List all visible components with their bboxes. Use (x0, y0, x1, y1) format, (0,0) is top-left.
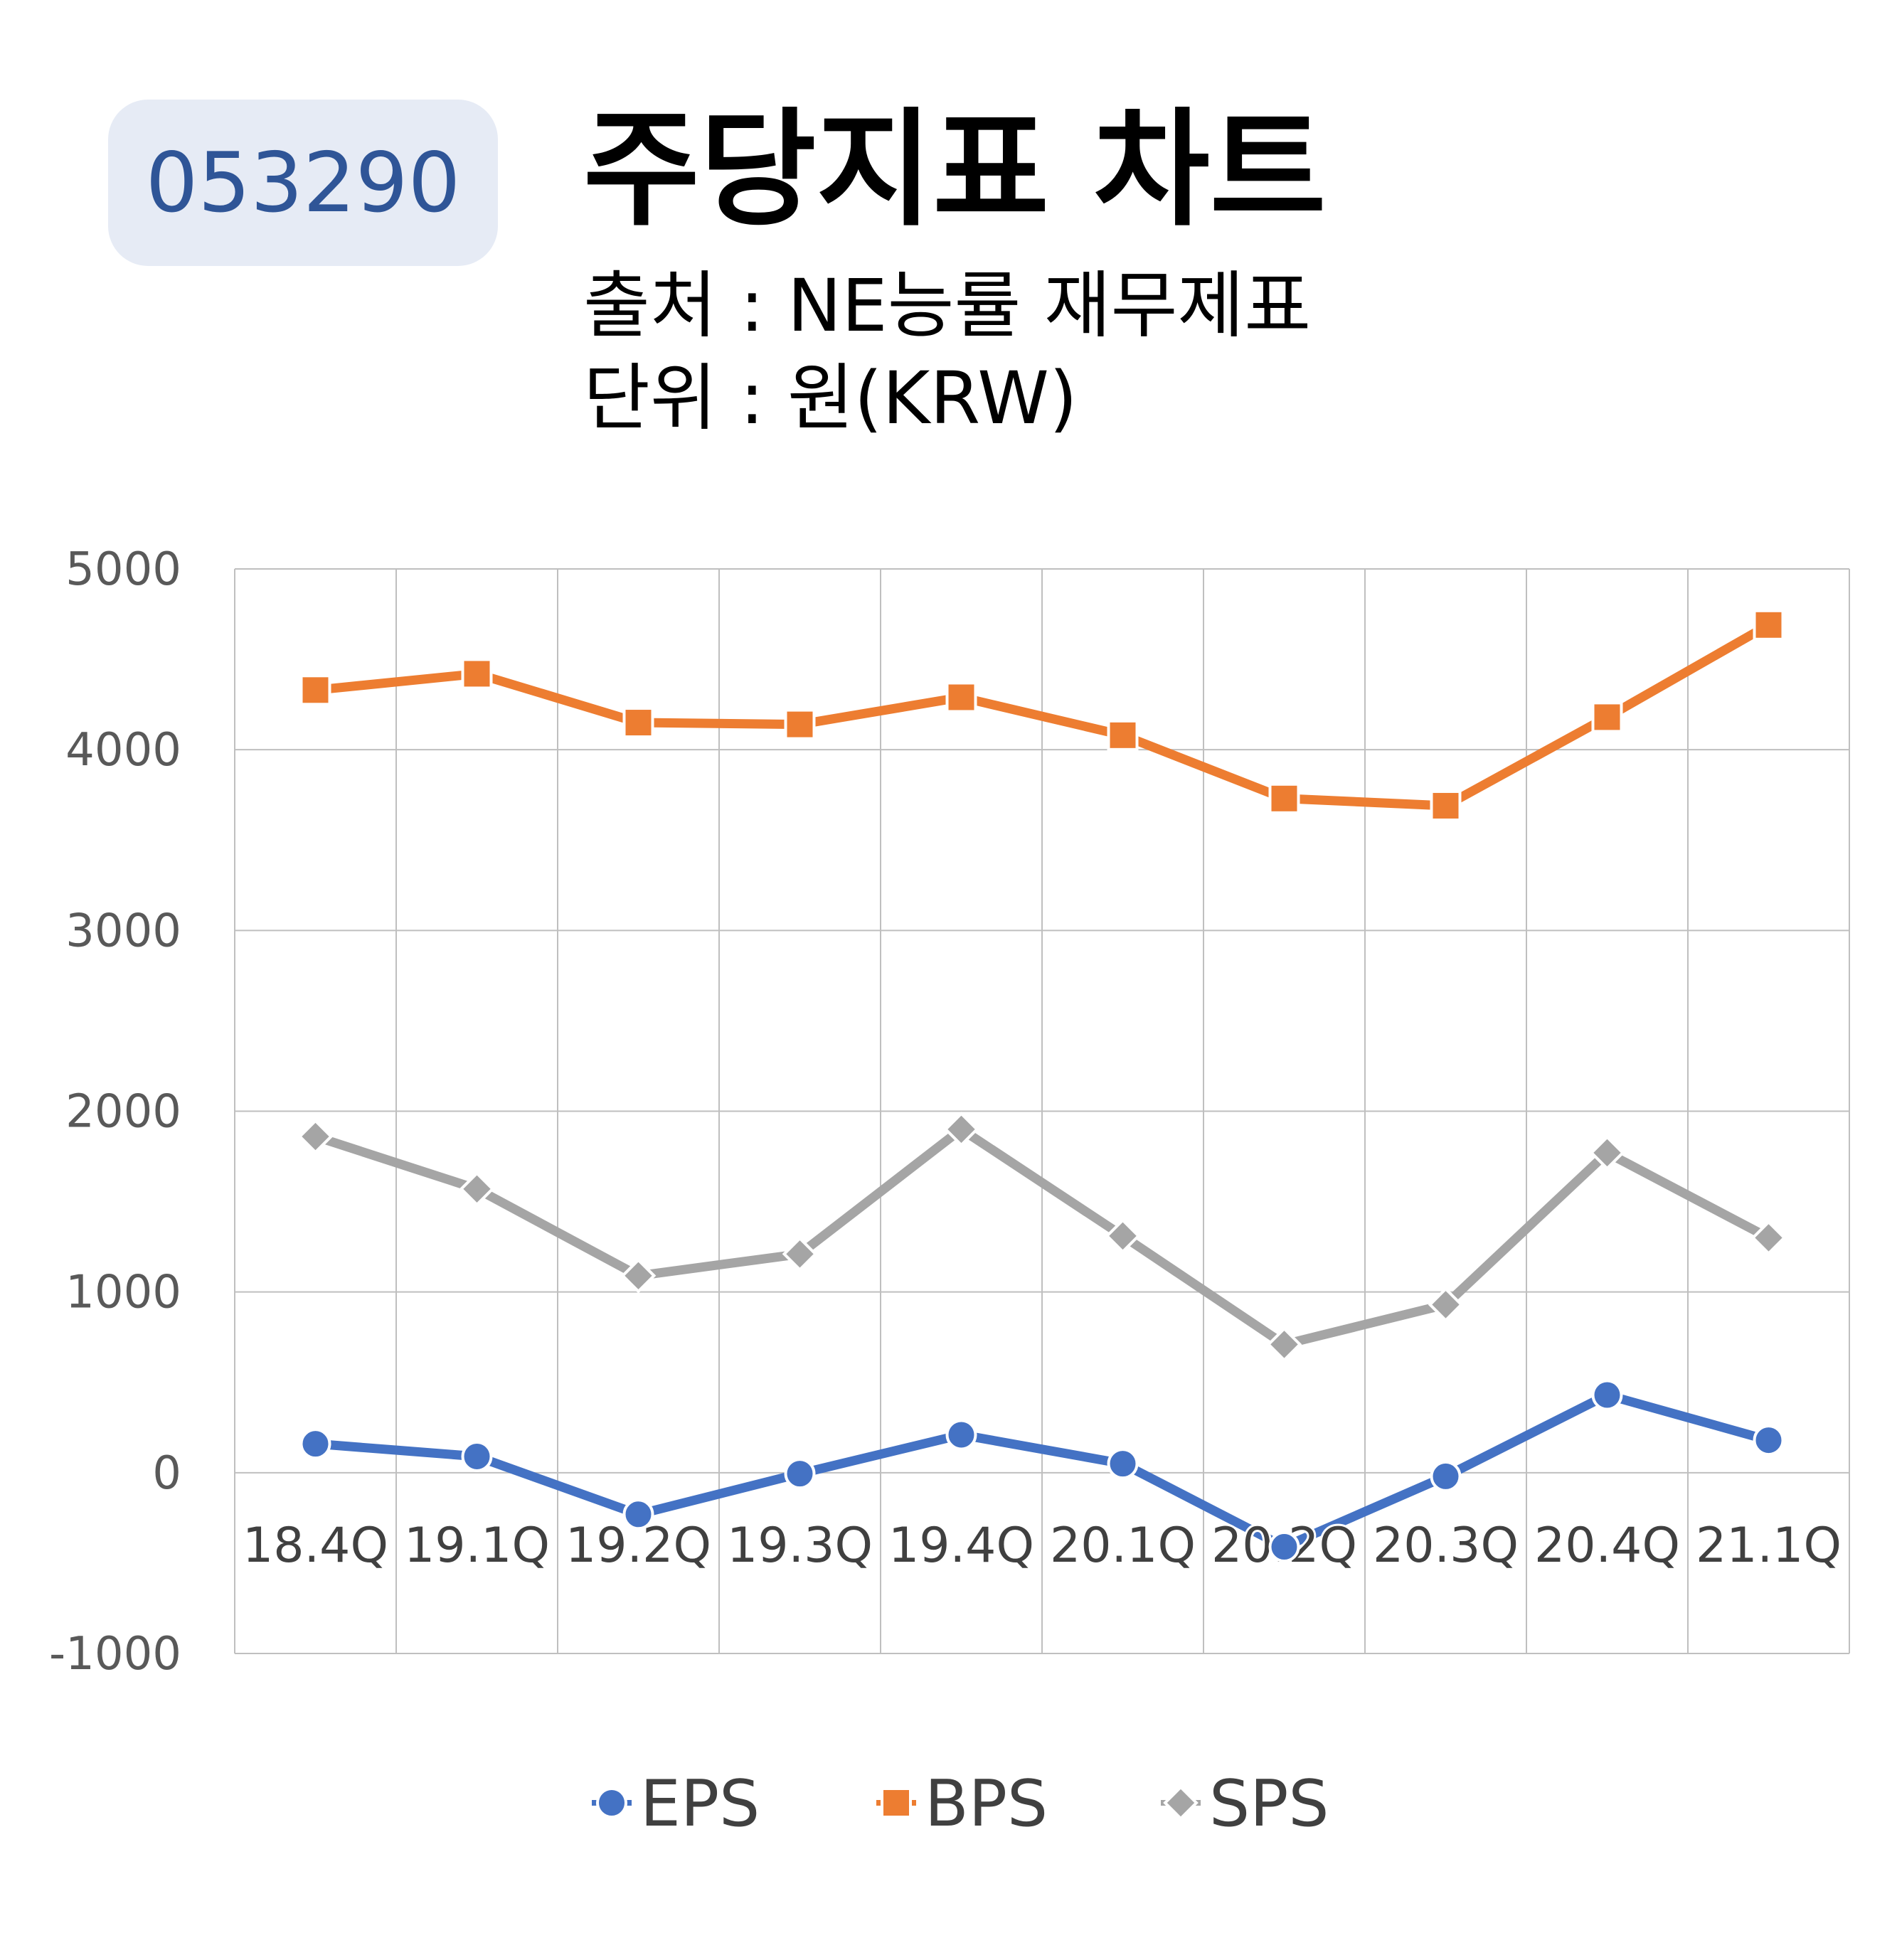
data-point-eps (1753, 1424, 1785, 1456)
data-point-eps (1268, 1531, 1300, 1563)
data-point-bps (461, 658, 493, 690)
data-point-sps (1428, 1287, 1464, 1323)
data-point-bps (945, 681, 977, 713)
data-point-sps (1589, 1135, 1625, 1171)
data-point-sps (943, 1112, 979, 1147)
y-tick-label: 1000 (65, 1267, 181, 1319)
x-tick-label: 20.4Q (1534, 1518, 1680, 1574)
y-tick-label: -1000 (49, 1628, 181, 1681)
x-tick-label: 18.4Q (243, 1518, 388, 1574)
data-point-bps (1268, 782, 1300, 814)
x-tick-label: 19.1Q (404, 1518, 550, 1574)
data-point-eps (1107, 1448, 1139, 1480)
legend-label-sps: SPS (1209, 1767, 1329, 1841)
data-point-eps (461, 1440, 493, 1472)
legend-label-eps: EPS (640, 1767, 760, 1841)
data-point-sps (1750, 1220, 1787, 1256)
data-point-eps (1591, 1379, 1623, 1411)
x-tick-label: 21.1Q (1696, 1518, 1842, 1574)
x-tick-label: 19.4Q (888, 1518, 1034, 1574)
unit-label: 단위 : 원(KRW) (583, 356, 1078, 441)
data-point-sps (1266, 1326, 1302, 1363)
y-tick-label: 5000 (65, 543, 181, 596)
legend-label-bps: BPS (925, 1767, 1048, 1841)
series-line-sps (311, 1124, 1773, 1349)
chart-title: 주당지표 차트 (583, 96, 1327, 243)
x-tick-label: 20.1Q (1050, 1518, 1196, 1574)
data-point-sps (297, 1119, 334, 1154)
y-tick-label: 0 (152, 1447, 181, 1500)
data-point-eps (299, 1428, 331, 1460)
legend-marker-sps (1163, 1785, 1199, 1821)
data-point-sps (1105, 1218, 1141, 1254)
y-tick-label: 2000 (65, 1086, 181, 1139)
x-tick-label: 20.3Q (1373, 1518, 1519, 1574)
data-point-sps (620, 1257, 657, 1294)
data-point-eps (622, 1498, 654, 1530)
y-tick-label: 4000 (65, 724, 181, 777)
y-tick-label: 3000 (65, 905, 181, 957)
stock-code: 053290 (145, 134, 461, 231)
series-line-bps (311, 620, 1773, 811)
data-point-bps (1753, 609, 1785, 641)
source-label: 출처 : NE능률 재무제표 (583, 264, 1312, 348)
data-point-eps (1430, 1460, 1462, 1492)
data-point-bps (1107, 719, 1139, 751)
data-point-bps (784, 708, 816, 740)
data-point-bps (622, 707, 654, 739)
data-point-sps (782, 1236, 818, 1272)
data-point-eps (945, 1419, 977, 1451)
data-point-sps (459, 1171, 495, 1207)
stock-code-badge: 053290 (108, 100, 498, 266)
series-line-eps (311, 1390, 1773, 1552)
data-point-bps (1591, 701, 1623, 733)
data-point-bps (1430, 789, 1462, 821)
x-tick-label: 19.3Q (727, 1518, 873, 1574)
data-point-eps (784, 1458, 816, 1490)
legend-marker-eps (596, 1787, 627, 1818)
data-point-bps (299, 674, 331, 706)
legend-marker-bps (881, 1787, 912, 1818)
